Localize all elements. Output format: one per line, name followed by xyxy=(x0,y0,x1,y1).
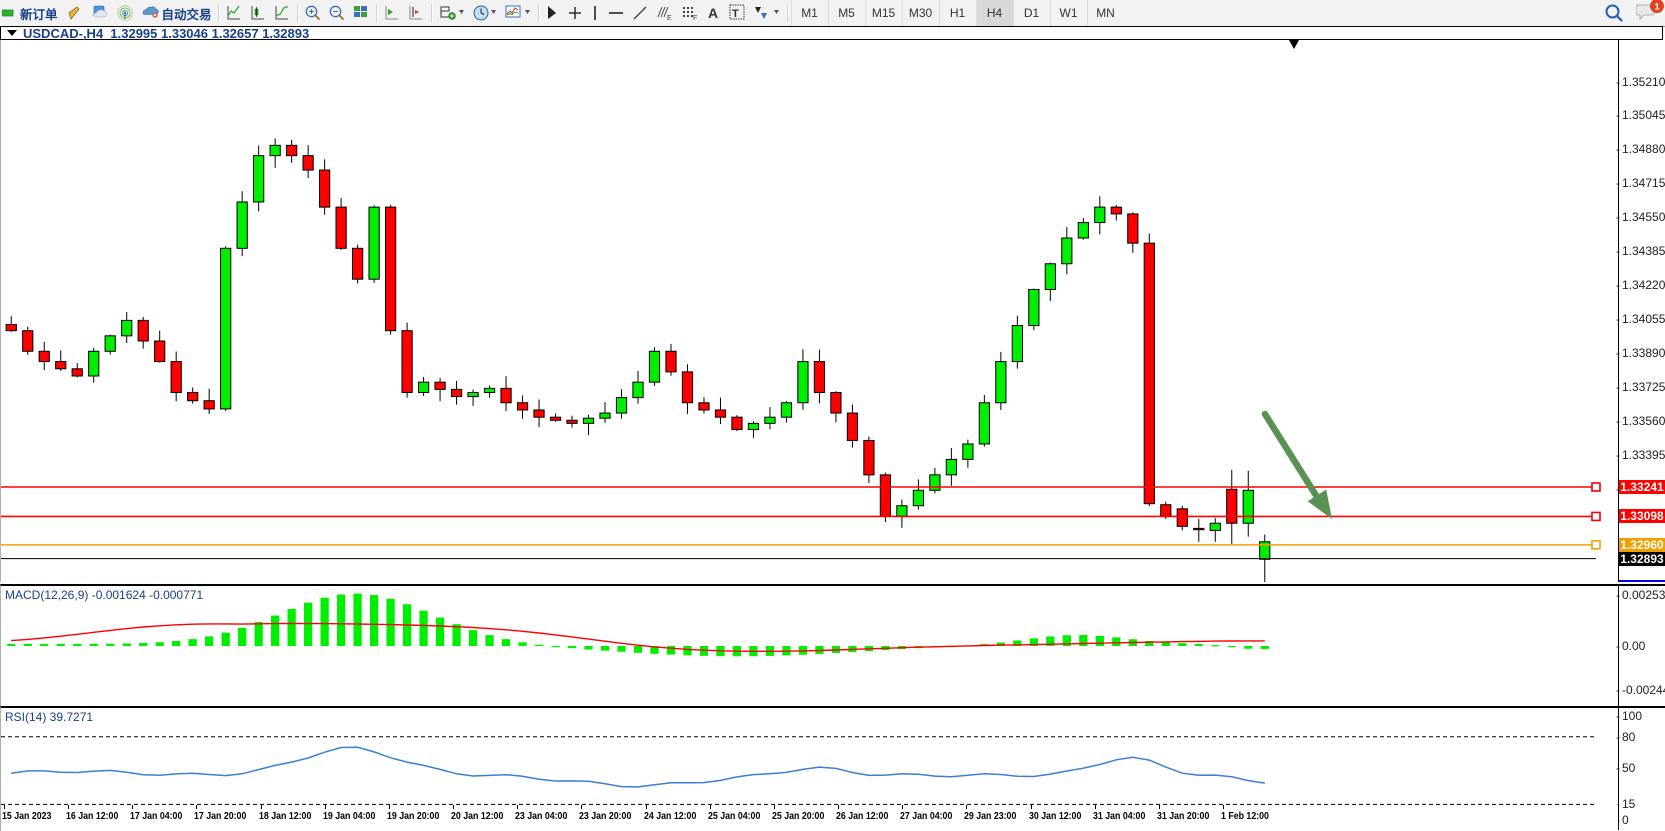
svg-text:A: A xyxy=(708,5,718,21)
svg-text:F: F xyxy=(693,15,697,22)
svg-text:E: E xyxy=(667,15,672,22)
svg-text:1: 1 xyxy=(1654,2,1659,12)
svg-text:T: T xyxy=(732,8,739,20)
